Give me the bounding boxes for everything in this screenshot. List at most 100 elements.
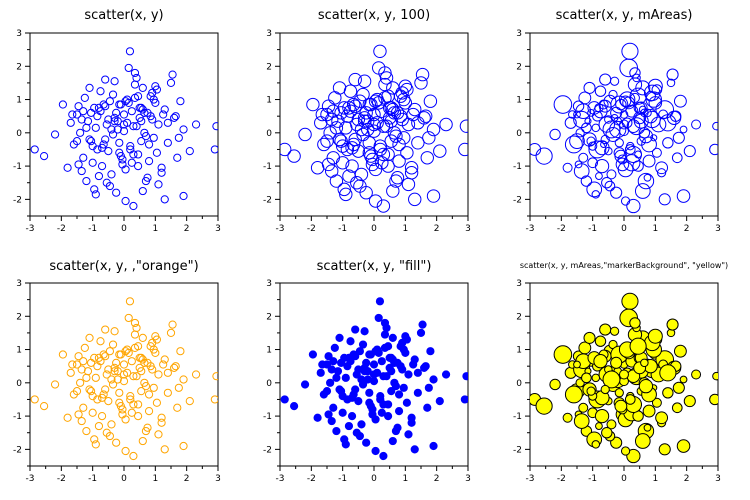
data-point bbox=[602, 370, 621, 389]
data-point bbox=[123, 95, 132, 104]
data-point bbox=[407, 413, 416, 422]
data-point bbox=[79, 357, 88, 366]
data-point bbox=[148, 338, 157, 347]
data-point bbox=[626, 448, 641, 464]
data-point bbox=[614, 399, 628, 413]
data-point bbox=[115, 350, 124, 359]
data-point bbox=[601, 177, 613, 189]
data-point bbox=[332, 373, 341, 382]
data-point bbox=[413, 388, 422, 397]
data-point bbox=[365, 388, 374, 397]
x-tick-label: 1 bbox=[152, 474, 158, 484]
data-point bbox=[119, 127, 129, 136]
data-point bbox=[421, 362, 430, 371]
data-point bbox=[82, 123, 91, 132]
x-tick-label: 0 bbox=[371, 224, 377, 234]
x-tick-label: -2 bbox=[307, 224, 316, 234]
subplot-title: scatter(x, y, mAreas,"markerBackground",… bbox=[520, 261, 728, 270]
data-point bbox=[166, 78, 176, 88]
x-tick-label: -1 bbox=[88, 224, 97, 234]
data-point bbox=[79, 107, 88, 116]
data-point bbox=[595, 422, 603, 430]
data-point bbox=[102, 120, 111, 129]
data-point bbox=[342, 169, 356, 183]
data-point bbox=[130, 68, 140, 78]
points bbox=[280, 44, 468, 213]
data-point bbox=[355, 347, 364, 356]
data-point bbox=[321, 157, 336, 172]
data-point bbox=[88, 408, 97, 417]
data-point bbox=[119, 360, 129, 369]
data-point bbox=[112, 108, 121, 117]
data-point bbox=[329, 121, 344, 135]
data-point bbox=[332, 81, 347, 95]
data-point bbox=[123, 345, 132, 354]
data-point bbox=[110, 117, 119, 126]
data-point bbox=[30, 145, 39, 154]
data-point bbox=[170, 363, 179, 372]
data-point bbox=[185, 397, 194, 406]
data-point bbox=[369, 360, 379, 369]
data-point bbox=[329, 174, 344, 188]
data-point bbox=[350, 176, 364, 190]
data-point bbox=[313, 413, 322, 422]
data-point bbox=[157, 168, 166, 177]
data-point bbox=[648, 96, 663, 110]
data-point bbox=[322, 360, 332, 369]
data-point bbox=[379, 372, 388, 381]
data-point bbox=[148, 88, 157, 97]
data-point bbox=[599, 323, 612, 336]
data-point bbox=[179, 125, 188, 134]
data-point bbox=[91, 123, 100, 132]
data-point bbox=[673, 344, 687, 358]
data-point bbox=[113, 125, 122, 134]
data-point bbox=[101, 135, 110, 144]
data-point bbox=[127, 357, 136, 366]
data-point bbox=[574, 160, 583, 169]
data-point bbox=[116, 402, 125, 411]
data-point bbox=[159, 110, 168, 119]
data-point bbox=[621, 42, 639, 60]
data-point bbox=[594, 335, 607, 347]
data-point bbox=[94, 171, 104, 181]
data-point bbox=[535, 147, 553, 165]
data-point bbox=[319, 390, 328, 399]
data-point bbox=[367, 117, 381, 132]
data-point bbox=[343, 84, 358, 98]
data-point bbox=[610, 186, 623, 199]
data-point bbox=[130, 80, 140, 89]
data-point bbox=[375, 297, 385, 306]
data-point bbox=[647, 78, 663, 94]
data-point bbox=[379, 71, 394, 85]
data-point bbox=[358, 340, 368, 349]
data-point bbox=[365, 152, 380, 167]
data-point bbox=[397, 92, 411, 107]
data-point bbox=[650, 116, 667, 133]
x-tick-label: -3 bbox=[526, 474, 535, 484]
data-point bbox=[82, 373, 91, 382]
data-point bbox=[132, 122, 141, 131]
data-point bbox=[69, 140, 78, 149]
data-point bbox=[360, 327, 369, 336]
data-point bbox=[619, 119, 629, 130]
data-point bbox=[391, 382, 401, 391]
data-point bbox=[459, 119, 468, 133]
subplot-2: scatter(x, y, 100) -3 -2 -1 0 1 2 3 -2 -1 0 1 2 3 bbox=[263, 8, 471, 234]
data-point bbox=[107, 420, 116, 429]
data-point bbox=[401, 332, 410, 341]
y-tick-label: 3 bbox=[16, 279, 22, 289]
y-tick-label: 1 bbox=[16, 346, 22, 356]
data-point bbox=[564, 116, 577, 129]
data-point bbox=[659, 114, 677, 132]
data-point bbox=[344, 421, 354, 431]
data-point bbox=[280, 142, 292, 157]
data-point bbox=[629, 317, 641, 329]
data-point bbox=[411, 136, 425, 150]
data-point bbox=[113, 367, 122, 376]
data-point bbox=[398, 338, 407, 347]
data-point bbox=[348, 72, 362, 87]
data-point bbox=[624, 394, 636, 405]
data-point bbox=[588, 141, 598, 151]
data-point bbox=[593, 104, 608, 119]
